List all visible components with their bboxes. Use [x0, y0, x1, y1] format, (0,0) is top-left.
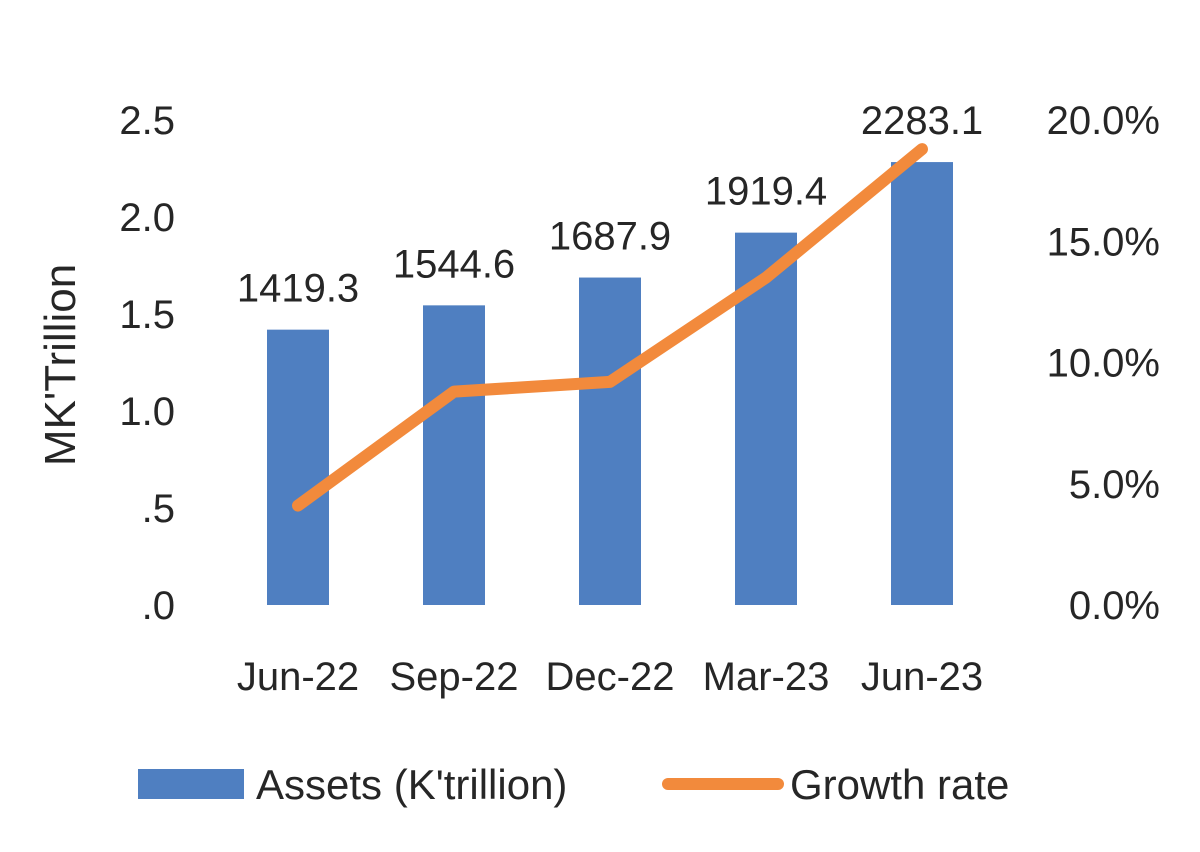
data-label-Jun-22: 1419.3 — [237, 267, 359, 311]
y-tick-label: 2.5 — [119, 99, 175, 143]
right-axis-ticks: 0.0% 5.0% 10.0% 15.0% 20.0% — [1047, 99, 1160, 628]
y2-tick-label: 0.0% — [1069, 584, 1160, 628]
data-label-Jun-23: 2283.1 — [861, 99, 983, 143]
legend-label-growth: Growth rate — [790, 761, 1009, 808]
y-tick-label: 1.0 — [119, 390, 175, 434]
bar-data-labels: 1419.3 1544.6 1687.9 1919.4 2283.1 — [237, 99, 983, 311]
y2-tick-label: 15.0% — [1047, 220, 1160, 264]
bar-series — [267, 162, 953, 605]
legend-label-assets: Assets (K'trillion) — [256, 761, 567, 808]
bar-Dec-22 — [579, 277, 641, 605]
data-label-Sep-22: 1544.6 — [393, 242, 515, 286]
x-tick-label: Jun-23 — [861, 655, 983, 699]
y-tick-label: .5 — [142, 487, 175, 531]
bar-Jun-22 — [267, 329, 329, 605]
x-tick-label: Jun-22 — [237, 655, 359, 699]
x-tick-label: Sep-22 — [390, 655, 519, 699]
x-tick-label: Dec-22 — [546, 655, 675, 699]
y-axis-title: MK'Trillion — [36, 264, 85, 466]
y2-tick-label: 5.0% — [1069, 463, 1160, 507]
line-series — [292, 143, 928, 512]
data-label-Mar-23: 1919.4 — [705, 170, 827, 214]
y2-tick-label: 20.0% — [1047, 99, 1160, 143]
data-label-Dec-22: 1687.9 — [549, 215, 671, 259]
bar-Sep-22 — [423, 305, 485, 605]
bar-Jun-23 — [891, 162, 953, 605]
category-axis-ticks: Jun-22 Sep-22 Dec-22 Mar-23 Jun-23 — [237, 655, 983, 699]
y-tick-label: 2.0 — [119, 196, 175, 240]
left-axis-ticks: .0 .5 1.0 1.5 2.0 2.5 — [119, 99, 175, 628]
y-tick-label: .0 — [142, 584, 175, 628]
y2-tick-label: 10.0% — [1047, 342, 1160, 386]
legend: Assets (K'trillion) Growth rate — [138, 761, 1009, 808]
y-tick-label: 1.5 — [119, 293, 175, 337]
growth-rate-line — [292, 143, 928, 512]
x-tick-label: Mar-23 — [703, 655, 830, 699]
legend-swatch-assets — [138, 769, 244, 799]
